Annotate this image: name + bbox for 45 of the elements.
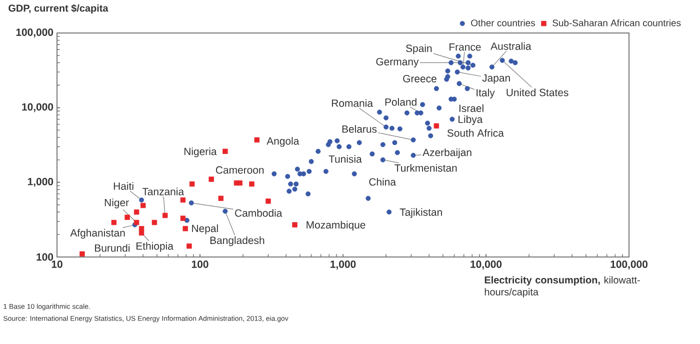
annotation: Tanzania xyxy=(142,188,184,196)
annotation: Cambodia xyxy=(235,209,282,217)
annotation: Belarus xyxy=(342,125,377,133)
annotation: China xyxy=(369,178,396,186)
annotation: Germany xyxy=(376,58,419,68)
annotation: United States xyxy=(506,88,568,96)
annotation: Poland xyxy=(385,98,416,106)
y-axis-title: GDP, current $/capita xyxy=(8,4,108,14)
annotation: France xyxy=(450,43,481,51)
annotation: Tunisia xyxy=(328,155,362,163)
annotation: Romania xyxy=(332,99,373,107)
y-tick-label: 100,000 xyxy=(16,28,54,38)
annotation: Spain xyxy=(406,44,432,54)
x-tick-label: 10,000 xyxy=(470,260,502,270)
annotation: Angola xyxy=(266,137,300,147)
y-tick-label: 1,000 xyxy=(28,178,54,187)
annotation: Bangladesh xyxy=(210,236,264,246)
annotation: Tajikistan xyxy=(400,208,442,218)
annotation: Australia xyxy=(490,42,532,50)
annotation: Burundi xyxy=(95,244,130,252)
annotation: Afghanistan xyxy=(70,228,125,239)
legend-label: Sub-Saharan African countries xyxy=(552,19,681,26)
annotation: Japan xyxy=(482,74,510,84)
annotation: Turkmenistan xyxy=(394,164,457,172)
annotation: Nigeria xyxy=(184,147,217,158)
x-tick-label: 100 xyxy=(192,260,208,268)
x-tick-label: 10 xyxy=(52,260,62,268)
text: Electricity consumption, kilowatt-hours/capita xyxy=(484,276,640,298)
annotation: Haiti xyxy=(114,182,134,190)
annotation: Italy xyxy=(476,88,495,98)
annotation: Nepal xyxy=(192,224,218,234)
annotation: Israel xyxy=(459,104,484,112)
annotation: Cameroon xyxy=(216,166,264,174)
annotation: Mozambique xyxy=(306,220,366,231)
annotation: Ethiopia xyxy=(136,242,174,252)
x-tick-label: 1,000 xyxy=(330,260,356,270)
y-tick-label: 10,000 xyxy=(22,103,54,112)
annotation: Greece xyxy=(403,74,436,82)
annotation: Libya xyxy=(458,115,483,126)
legend-label: Other countries xyxy=(471,19,535,26)
annotation: Azerbaijan xyxy=(422,148,472,158)
y-tick-label: 100 xyxy=(36,253,54,261)
annotation: Niger xyxy=(104,198,129,208)
annotation: South Africa xyxy=(447,129,504,137)
x-tick-label: 100,000 xyxy=(610,260,648,270)
